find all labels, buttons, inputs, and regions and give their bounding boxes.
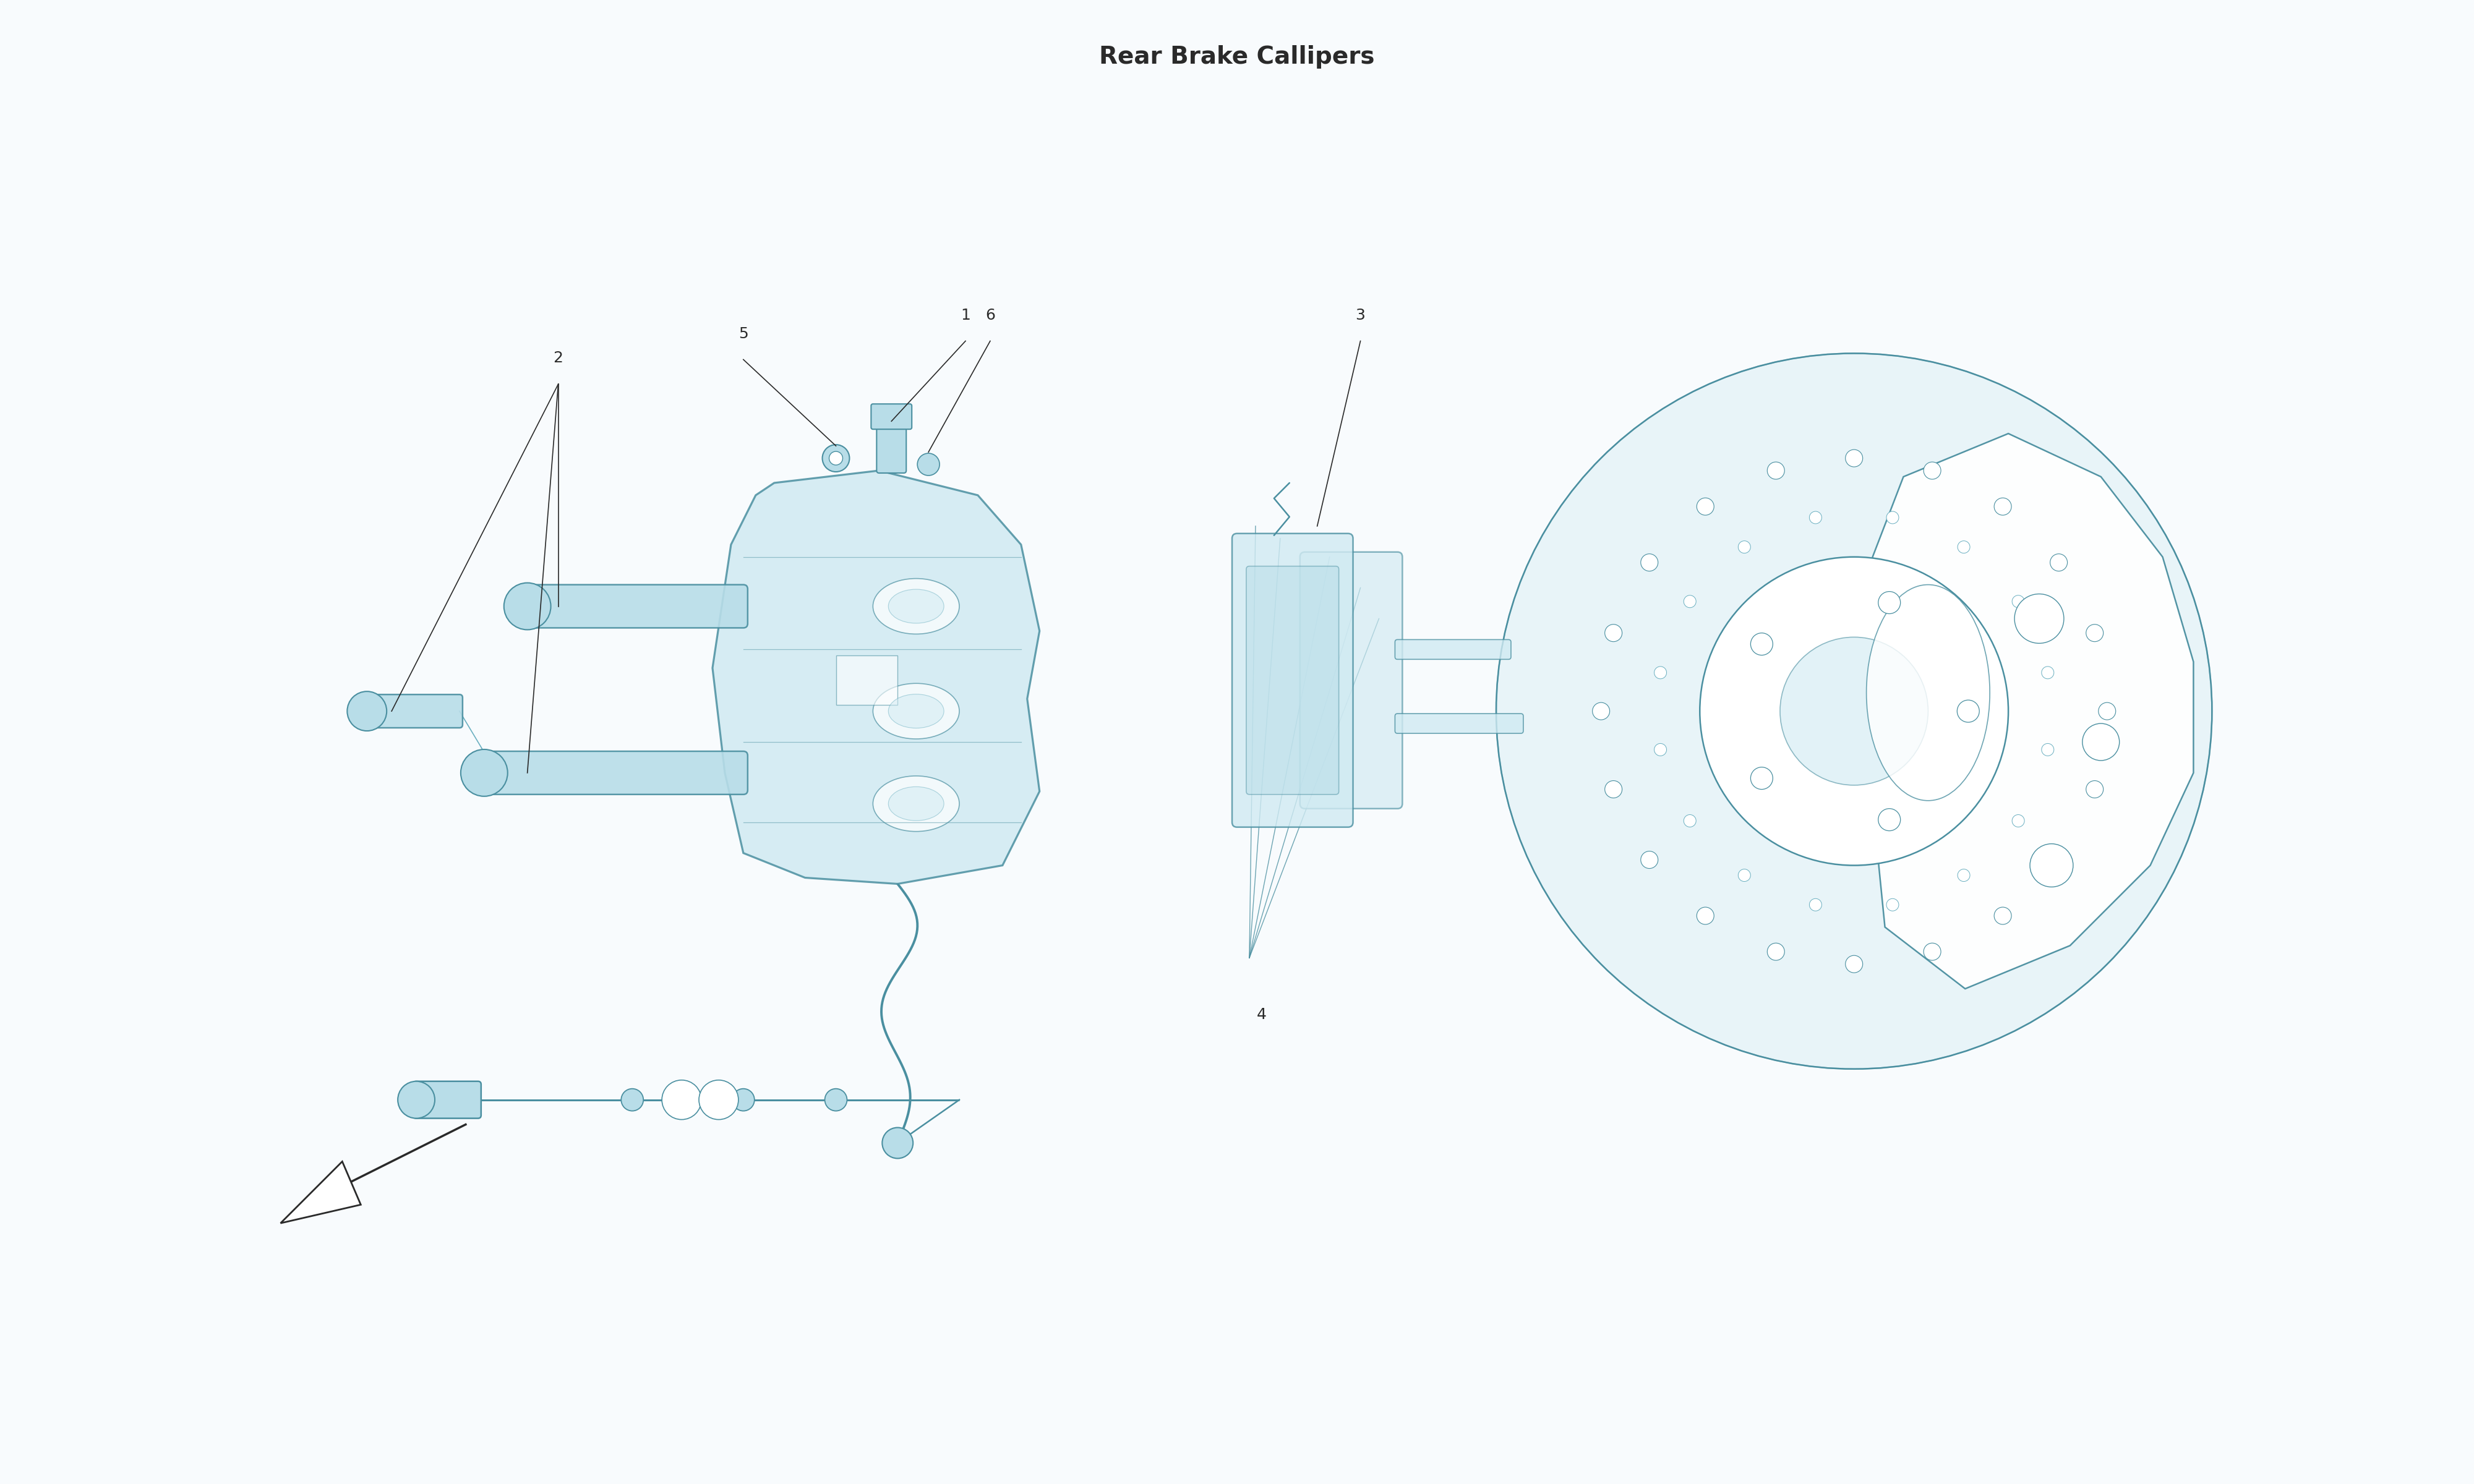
- Ellipse shape: [873, 579, 960, 634]
- Circle shape: [1957, 870, 1969, 881]
- Circle shape: [1957, 540, 1969, 554]
- Circle shape: [2083, 724, 2120, 760]
- Circle shape: [1885, 512, 1898, 524]
- Text: 3: 3: [1356, 307, 1366, 322]
- Circle shape: [460, 749, 507, 797]
- Ellipse shape: [888, 695, 945, 729]
- Ellipse shape: [888, 589, 945, 623]
- Circle shape: [1994, 499, 2011, 515]
- FancyBboxPatch shape: [1395, 714, 1524, 733]
- Circle shape: [2011, 595, 2024, 607]
- Circle shape: [2031, 844, 2073, 887]
- Circle shape: [1779, 637, 1927, 785]
- Bar: [836, 656, 898, 705]
- Circle shape: [2041, 743, 2053, 755]
- Circle shape: [700, 1080, 737, 1119]
- Circle shape: [1606, 625, 1623, 641]
- Circle shape: [2051, 554, 2068, 571]
- Circle shape: [1697, 907, 1714, 925]
- Circle shape: [1640, 852, 1658, 868]
- Circle shape: [1885, 899, 1898, 911]
- Circle shape: [829, 451, 844, 464]
- Circle shape: [1655, 666, 1667, 678]
- Circle shape: [505, 583, 552, 629]
- Circle shape: [2014, 594, 2063, 643]
- FancyBboxPatch shape: [522, 585, 747, 628]
- Circle shape: [621, 1089, 643, 1112]
- Circle shape: [663, 1080, 703, 1119]
- Text: 6: 6: [985, 307, 995, 322]
- Text: 4: 4: [1257, 1008, 1267, 1022]
- FancyBboxPatch shape: [1247, 567, 1338, 794]
- Circle shape: [346, 692, 386, 732]
- Polygon shape: [280, 1162, 361, 1223]
- Circle shape: [1846, 956, 1863, 972]
- Ellipse shape: [1865, 585, 1989, 800]
- Circle shape: [1700, 556, 2009, 865]
- Circle shape: [1766, 942, 1784, 960]
- Text: 2: 2: [554, 350, 564, 365]
- Circle shape: [1808, 512, 1821, 524]
- Circle shape: [2041, 666, 2053, 678]
- FancyBboxPatch shape: [1395, 640, 1512, 659]
- Circle shape: [1640, 554, 1658, 571]
- Circle shape: [1739, 870, 1752, 881]
- Circle shape: [2098, 702, 2115, 720]
- Circle shape: [1766, 462, 1784, 479]
- FancyBboxPatch shape: [1299, 552, 1403, 809]
- Ellipse shape: [873, 776, 960, 831]
- Circle shape: [1925, 942, 1942, 960]
- Circle shape: [1739, 540, 1752, 554]
- Ellipse shape: [888, 787, 945, 821]
- Circle shape: [1752, 767, 1774, 789]
- Circle shape: [1878, 809, 1900, 831]
- Circle shape: [1878, 592, 1900, 614]
- Polygon shape: [1873, 433, 2194, 988]
- Circle shape: [1752, 634, 1774, 654]
- Text: 5: 5: [737, 326, 747, 341]
- Circle shape: [1846, 450, 1863, 467]
- FancyBboxPatch shape: [364, 695, 463, 727]
- Polygon shape: [713, 470, 1039, 884]
- Circle shape: [1685, 815, 1697, 827]
- Circle shape: [2086, 781, 2103, 798]
- Circle shape: [1957, 700, 1979, 723]
- Circle shape: [2051, 852, 2068, 868]
- Circle shape: [824, 1089, 846, 1112]
- Circle shape: [1497, 353, 2212, 1068]
- Ellipse shape: [873, 684, 960, 739]
- Circle shape: [1606, 781, 1623, 798]
- Circle shape: [1685, 595, 1697, 607]
- Circle shape: [821, 445, 849, 472]
- FancyBboxPatch shape: [876, 424, 905, 473]
- Circle shape: [1655, 743, 1667, 755]
- Circle shape: [1994, 907, 2011, 925]
- Circle shape: [1808, 899, 1821, 911]
- FancyBboxPatch shape: [480, 751, 747, 794]
- FancyBboxPatch shape: [871, 404, 913, 429]
- Circle shape: [883, 1128, 913, 1159]
- FancyBboxPatch shape: [1232, 533, 1353, 827]
- Text: 1: 1: [960, 307, 970, 322]
- Circle shape: [732, 1089, 755, 1112]
- FancyBboxPatch shape: [413, 1082, 480, 1119]
- Circle shape: [2086, 625, 2103, 641]
- Circle shape: [2011, 815, 2024, 827]
- Circle shape: [1593, 702, 1611, 720]
- Circle shape: [1697, 499, 1714, 515]
- Text: Rear Brake Callipers: Rear Brake Callipers: [1098, 45, 1376, 68]
- Circle shape: [1925, 462, 1942, 479]
- Circle shape: [918, 453, 940, 475]
- Circle shape: [398, 1082, 435, 1119]
